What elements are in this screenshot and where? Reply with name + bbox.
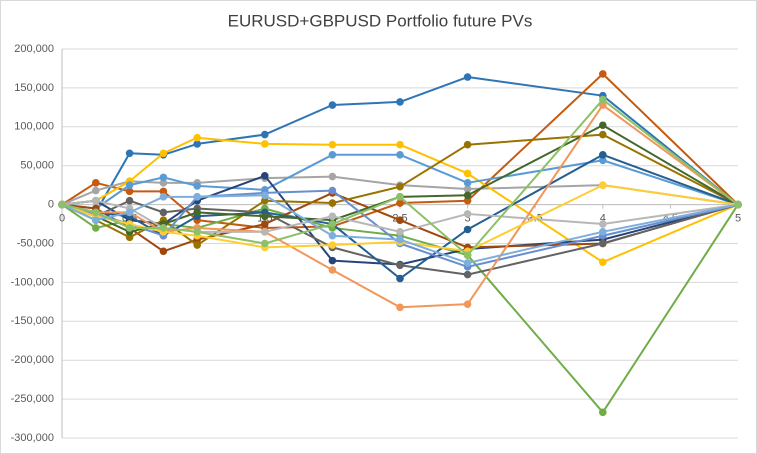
series-marker [328, 199, 337, 207]
series-marker [463, 73, 472, 81]
y-tick-label: -300,000 [11, 432, 54, 444]
series-marker [193, 228, 201, 236]
series-marker [328, 186, 337, 195]
x-tick-label: 4 [600, 213, 606, 225]
series-marker [193, 140, 201, 148]
series-marker [599, 130, 607, 139]
series-marker [599, 220, 607, 228]
series-marker [599, 95, 607, 104]
y-tick-label: 200,000 [14, 43, 54, 55]
series-marker [396, 235, 404, 244]
series-marker [261, 239, 269, 248]
series-marker [261, 140, 269, 148]
series-marker [599, 239, 607, 248]
series-marker [58, 200, 66, 209]
series-marker [599, 70, 607, 78]
series-marker [328, 256, 337, 265]
series-marker [159, 149, 168, 158]
series-marker [463, 185, 472, 193]
series-marker [261, 228, 269, 236]
series-marker [328, 212, 337, 221]
series-marker [193, 182, 201, 190]
series-marker [463, 251, 472, 259]
series-marker [92, 216, 100, 224]
series-marker [159, 224, 168, 232]
series-marker [396, 303, 404, 312]
series-marker [193, 208, 201, 217]
series-marker [599, 181, 607, 189]
series-marker [328, 231, 337, 240]
series-marker [396, 151, 404, 159]
y-tick-label: -200,000 [11, 354, 54, 366]
series-marker [599, 151, 607, 159]
series-marker [92, 224, 100, 232]
x-tick-label: 0 [59, 213, 65, 225]
series-marker [125, 149, 134, 158]
series-marker [193, 193, 201, 201]
series-marker [463, 169, 472, 178]
series-marker [463, 225, 472, 234]
series-marker [396, 261, 404, 270]
y-tick-label: -50,000 [17, 237, 54, 249]
series-marker [125, 181, 134, 189]
series-marker [396, 182, 404, 191]
series-marker [328, 140, 337, 149]
series-marker [125, 187, 134, 196]
series-marker [159, 208, 168, 217]
y-tick-label: 50,000 [20, 160, 54, 172]
series-marker [261, 130, 269, 139]
series-marker [261, 220, 269, 228]
x-tick-label: 5 [735, 213, 741, 225]
series-marker [463, 140, 472, 149]
series-marker [261, 212, 269, 221]
series-marker [463, 270, 472, 279]
series-marker [463, 179, 472, 187]
y-tick-label: -150,000 [11, 315, 54, 327]
series-marker [463, 191, 472, 200]
y-tick-label: -250,000 [11, 393, 54, 405]
series-marker [92, 196, 100, 205]
series-marker [396, 193, 404, 201]
series-marker [125, 208, 134, 217]
series-marker [328, 151, 337, 159]
series-marker [396, 98, 404, 106]
series-marker [463, 259, 472, 267]
series-marker [463, 300, 472, 308]
series-marker [599, 258, 607, 266]
series-marker [261, 191, 269, 200]
series-marker [599, 121, 607, 130]
series-marker [328, 101, 337, 109]
series-marker [734, 200, 742, 209]
series-marker [159, 173, 168, 182]
y-tick-label: 150,000 [14, 82, 54, 94]
series-marker [92, 179, 100, 187]
series-marker [193, 133, 201, 142]
series-marker [396, 216, 404, 224]
series-marker [328, 241, 337, 249]
series-marker [193, 241, 201, 249]
series-marker [599, 228, 607, 236]
series-marker [92, 208, 100, 217]
y-tick-label: 0 [48, 199, 54, 211]
x-tick-label: 3 [465, 213, 471, 225]
series-marker [328, 220, 337, 228]
series-marker [396, 199, 404, 207]
series-marker [396, 140, 404, 149]
series-marker [599, 408, 607, 417]
series-marker [125, 224, 134, 232]
series-marker [328, 172, 337, 181]
series-marker [92, 186, 100, 195]
series-marker [159, 247, 168, 256]
y-tick-label: -100,000 [11, 276, 54, 288]
series-marker [396, 274, 404, 283]
series-marker [125, 196, 134, 205]
y-tick-label: 100,000 [14, 121, 54, 133]
chart-title: EURUSD+GBPUSD Portfolio future PVs [228, 11, 533, 30]
series-marker [396, 228, 404, 236]
series-marker [463, 210, 472, 218]
series-marker [261, 172, 269, 180]
series-marker [328, 266, 337, 274]
series-marker [159, 193, 168, 201]
